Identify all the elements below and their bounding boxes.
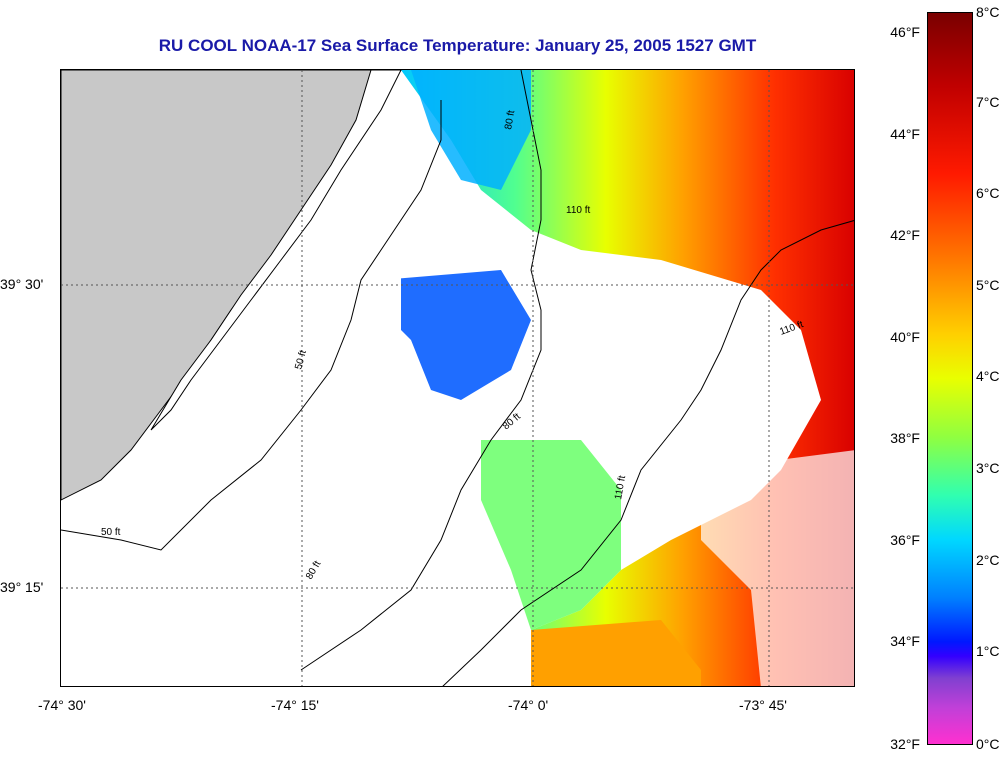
colorbar-tick-c: 0°C (976, 736, 1000, 752)
contour-80ft (300, 70, 542, 671)
contour-50ft (61, 100, 442, 551)
colorbar-tick-f: 40°F (890, 329, 920, 345)
contour-110ft (442, 220, 854, 686)
colorbar-tick-c: 6°C (976, 185, 1000, 201)
colorbar-tick-c: 8°C (976, 4, 1000, 20)
colorbar-tick-c: 3°C (976, 460, 1000, 476)
no-data-patch (701, 450, 854, 686)
barrier-island (150, 70, 402, 431)
colorbar (927, 12, 973, 745)
no-data-patch (621, 350, 761, 450)
map-title: RU COOL NOAA-17 Sea Surface Temperature:… (158, 36, 757, 55)
colorbar-tick-c: 1°C (976, 643, 1000, 659)
sst-map-panel: 50 ft 80 ft 110 ft 50 ft 80 ft 110 ft 11… (60, 69, 855, 687)
colorbar-tick-f: 32°F (890, 736, 920, 752)
colorbar-tick-f: 44°F (890, 126, 920, 142)
lat-label-39-15: 39° 15' (0, 579, 44, 595)
colorbar-tick-f: 38°F (890, 430, 920, 446)
colorbar-tick-c: 5°C (976, 277, 1000, 293)
colorbar-tick-f: 36°F (890, 532, 920, 548)
colorbar-tick-c: 2°C (976, 552, 1000, 568)
colorbar-tick-f: 34°F (890, 633, 920, 649)
lon-label-73-45: -73° 45' (739, 697, 787, 713)
contour-label: 50 ft (101, 527, 121, 538)
colorbar-tick-c: 4°C (976, 368, 1000, 384)
sst-cold-pocket (381, 270, 531, 400)
lon-label-74-0: -74° 0' (508, 697, 549, 713)
sst-map-svg: 50 ft 80 ft 110 ft 50 ft 80 ft 110 ft 11… (61, 70, 854, 686)
colorbar-tick-f: 46°F (890, 24, 920, 40)
contour-label: 80 ft (503, 109, 517, 130)
lon-label-74-15: -74° 15' (271, 697, 319, 713)
colorbar-tick-f: 42°F (890, 227, 920, 243)
lat-label-39-30: 39° 30' (0, 276, 44, 292)
sst-green-band (481, 440, 621, 630)
sst-south-warm (531, 620, 701, 686)
contour-label: 50 ft (293, 349, 309, 371)
lon-label-74-30: -74° 30' (38, 697, 86, 713)
colorbar-tick-c: 7°C (976, 94, 1000, 110)
contour-label: 110 ft (778, 319, 805, 338)
contour-label: 80 ft (501, 411, 523, 432)
contour-label: 110 ft (566, 205, 590, 216)
contour-label: 110 ft (613, 474, 628, 500)
